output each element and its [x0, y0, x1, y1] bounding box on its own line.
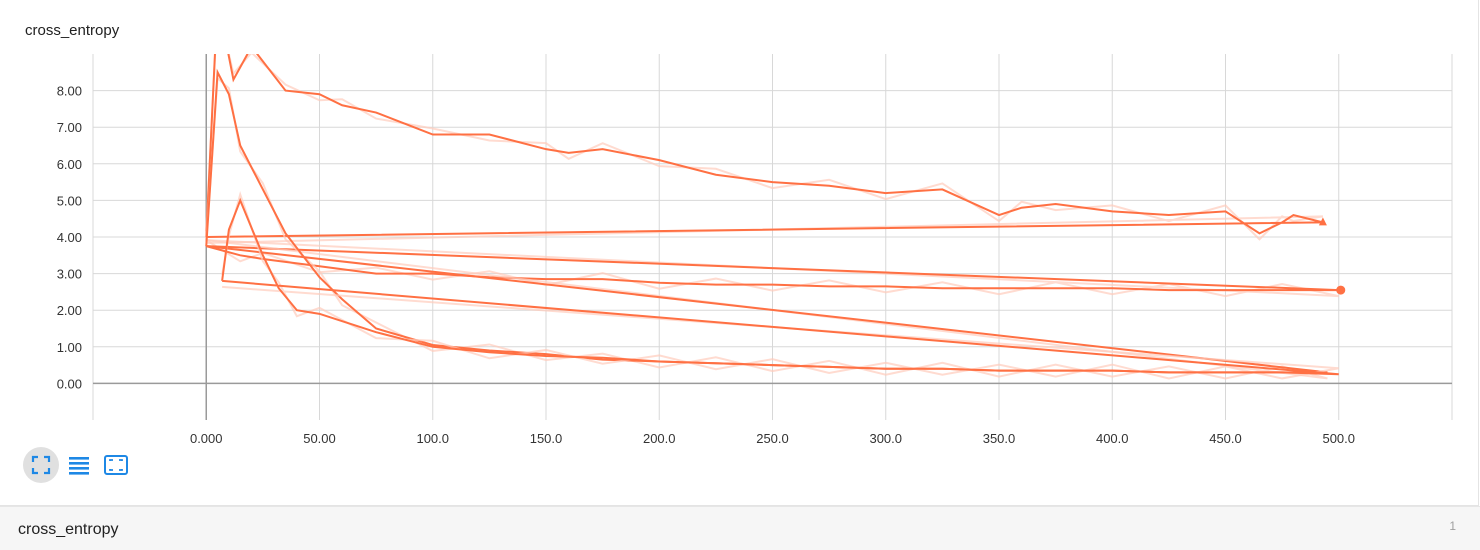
fit-domain-icon [31, 455, 51, 475]
series-raw-line [205, 76, 1328, 380]
toggle-log-scale-button[interactable] [61, 447, 97, 483]
y-tick-label: 5.00 [57, 193, 82, 208]
series-end-marker [1318, 217, 1327, 226]
grid [92, 54, 1453, 420]
x-tick-label: 200.0 [643, 431, 676, 446]
section-count: 1 [1449, 519, 1456, 533]
fit-data-icon [104, 455, 128, 475]
x-tick-label: 50.00 [303, 431, 336, 446]
line-chart: 0.000 50.00 100.0 150.0 200.0 250.0 300.0 350.0… [57, 54, 1453, 446]
series-raw-line [205, 239, 1339, 298]
x-tick-label: 250.0 [756, 431, 789, 446]
chart-card: cross_entropy 0.000 50.00 100.0 150.0 200.0 2… [0, 0, 1479, 506]
toggle-log-icon [69, 457, 89, 475]
series-line [205, 54, 1324, 238]
y-tick-label: 3.00 [57, 267, 82, 282]
fit-data-button[interactable] [98, 447, 134, 483]
series-line [205, 245, 1339, 292]
series-line [221, 197, 1339, 376]
tick-labels: 0.000 50.00 100.0 150.0 200.0 250.0 300.0 350.0… [57, 84, 1355, 446]
x-tick-label: 100.0 [416, 431, 449, 446]
fit-domain-button[interactable] [23, 447, 59, 483]
y-tick-label: 0.00 [57, 376, 82, 391]
x-tick-label: 500.0 [1322, 431, 1355, 446]
section-footer[interactable]: cross_entropy 1 [0, 506, 1480, 550]
section-title: cross_entropy [18, 521, 119, 538]
x-tick-label: 300.0 [869, 431, 902, 446]
y-tick-label: 1.00 [57, 340, 82, 355]
x-tick-label: 400.0 [1096, 431, 1129, 446]
y-tick-label: 6.00 [57, 157, 82, 172]
y-tick-label: 7.00 [57, 120, 82, 135]
x-tick-label: 150.0 [530, 431, 563, 446]
series-raw-line [221, 190, 1339, 380]
y-tick-label: 2.00 [57, 303, 82, 318]
chart-card-title: cross_entropy [25, 22, 120, 39]
series-end-marker [1336, 285, 1346, 295]
x-tick-label: 0.000 [190, 431, 223, 446]
x-tick-label: 450.0 [1209, 431, 1242, 446]
series-raw-line [205, 54, 1324, 244]
y-tick-label: 4.00 [57, 230, 82, 245]
series [205, 54, 1346, 380]
y-tick-label: 8.00 [57, 84, 82, 99]
x-tick-label: 350.0 [983, 431, 1016, 446]
